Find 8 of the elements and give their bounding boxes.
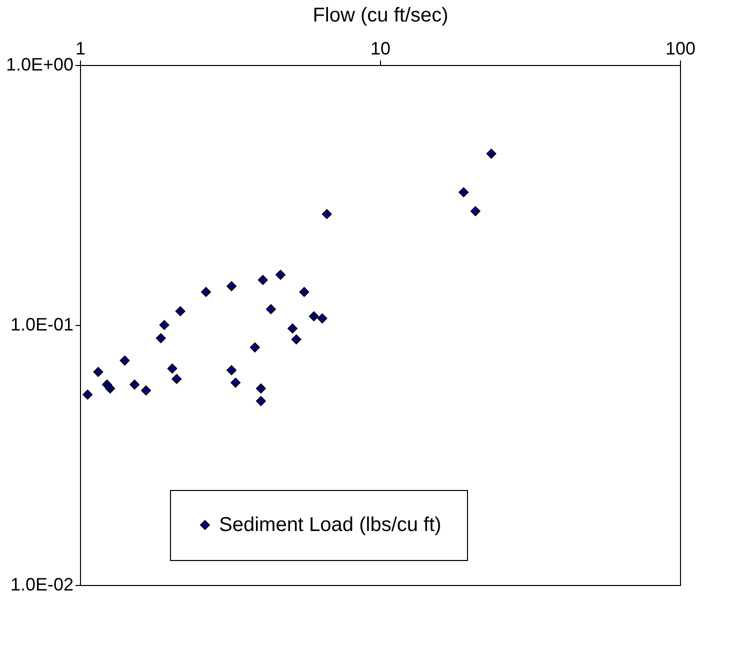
legend-label: Sediment Load (lbs/cu ft): [219, 514, 442, 536]
y-tick-label: 1.0E-01: [10, 314, 74, 334]
y-tick-label: 1.0E+00: [6, 54, 74, 74]
x-axis-title: Flow (cu ft/sec): [312, 4, 448, 26]
y-tick-label: 1.0E-02: [10, 574, 74, 594]
x-tick-label: 10: [370, 38, 391, 58]
x-tick-label: 1: [75, 38, 86, 58]
x-tick-label: 100: [665, 38, 696, 58]
